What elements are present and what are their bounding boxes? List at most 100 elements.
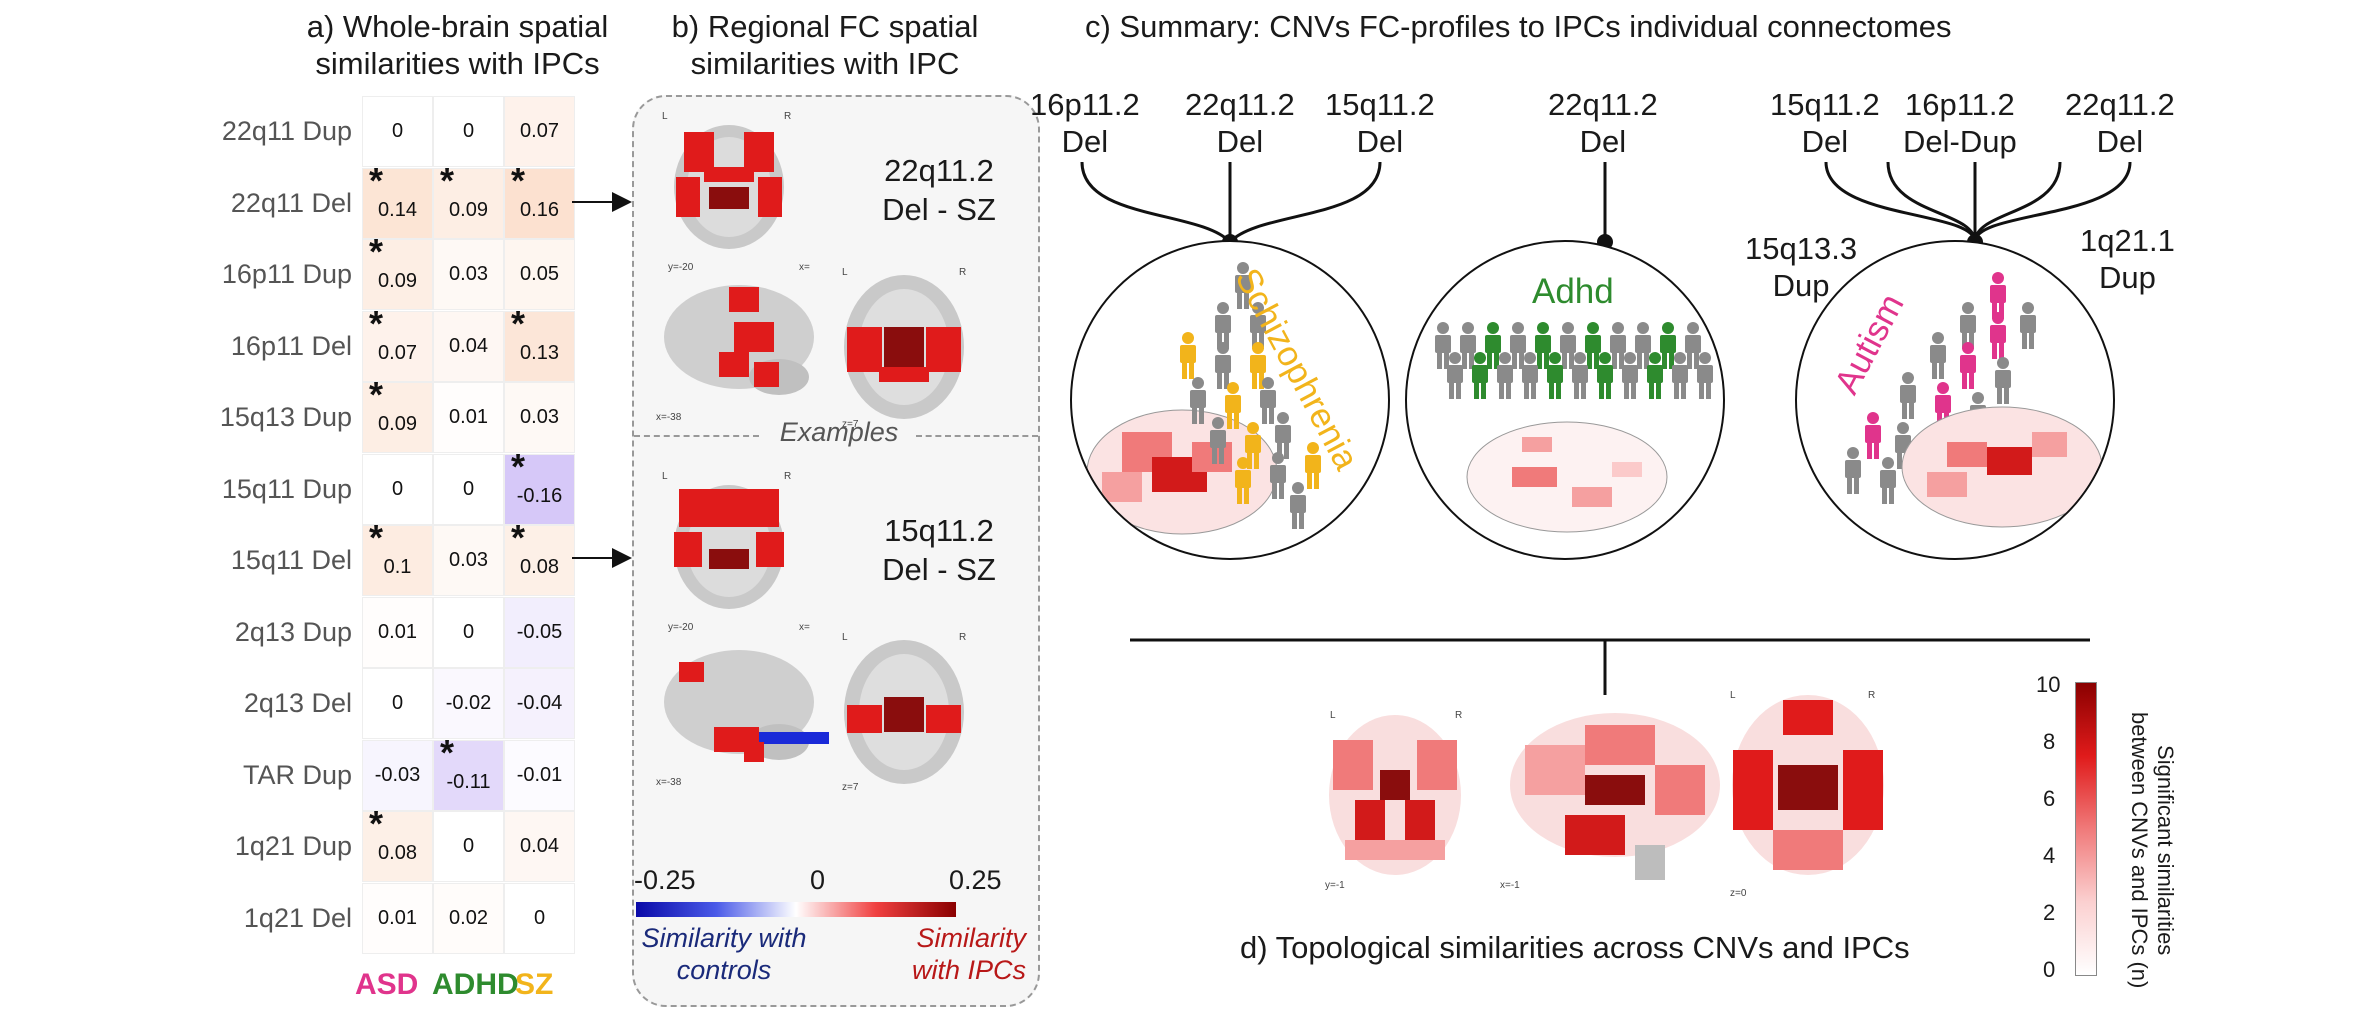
similarity-matrix: 0 0 0.07 0.14 * 0.09 * 0.16 * 0.09 * 0.03 0.05 0.07 * 0… [0,0,600,1017]
row-label: 15q11 Del [230,545,352,575]
cell-value: 0.02 [449,906,488,929]
cnv-label-line1: 22q11.2 [2065,87,2175,122]
significance-star: * [369,517,384,558]
colorbar-tick: 6 [2043,786,2056,811]
matrix-cell: -0.03 [362,739,433,811]
row-label: 2q13 Del [243,688,352,718]
matrix-cell: 0.03 [433,525,504,596]
matrix-cell: 0.08 * [504,520,575,596]
example2-axial-lr-right: R [959,632,967,643]
column-label-sz: SZ [515,968,554,1001]
person-icon [1880,457,1896,504]
cnv-label: 16p11.2 Del-Dup [1903,86,2017,160]
person-icon [1472,352,1488,399]
examples-label: Examples [779,417,899,447]
matrix-cell: -0.01 [504,739,575,811]
person-icon [1610,322,1626,369]
summary-connector [1130,638,2090,695]
person-icon [1990,312,2006,359]
example1-axial-slice [844,275,964,419]
person-icon [1210,417,1226,464]
person-icon [1460,322,1476,369]
matrix-cell: 0 [362,668,433,739]
topology-sagittal-slice [1510,713,1720,880]
example2-x-label: x= [799,622,810,633]
example2-axial-coord: z=7 [842,782,859,793]
person-icon [1585,322,1601,369]
example1-lr-right: R [784,111,792,122]
person-icon [1647,352,1663,399]
panel-d-caption: d) Topological similarities across CNVs … [1240,930,1910,965]
panel-b-box: L R y=-20 x= 22q11.2 Del - SZ x=-38 L R … [632,95,1040,1007]
topology-colorbar [2075,682,2097,976]
caption-similarity-ipcs: Similarity with IPCs [886,922,1026,987]
cnv-label-line1: 16p11.2 [1030,87,1140,122]
row-label: 16p11 Del [230,330,352,361]
significance-star: * [369,231,384,272]
schizophrenia-people [1172,262,1372,529]
cnv-label-line2: Del-Dup [1903,124,2017,160]
similarity-colorbar [636,902,956,917]
connector-arrows [572,192,632,568]
cell-value: 0.09 [378,270,417,292]
cell-value: 0 [533,906,546,929]
person-icon [1250,302,1266,349]
diagnosis-adhd: Adhd [1532,272,1614,311]
matrix-cell: 0.01 [433,382,504,453]
matrix-cell: 0.07 [504,96,575,167]
cell-value: 0.04 [520,835,559,857]
example1-x-label: x= [799,262,810,273]
person-icon [1995,357,2011,404]
colorbar-tick: 8 [2043,729,2056,754]
column-label-asd: ASD [355,968,419,1001]
person-icon [2020,302,2036,349]
cell-value: 0.07 [520,120,559,142]
person-icon [1685,322,1701,369]
significance-star: * [369,159,384,201]
significance-star: * [369,803,384,844]
cnv-label: 22q11.2 Del [2065,86,2175,160]
cell-value: -0.04 [516,692,563,714]
schizophrenia-brain [1086,409,1278,535]
row-label: TAR Dup [242,759,352,790]
cnv-label-line1: 22q11.2 [1548,87,1658,122]
cell-value: 0.07 [378,341,417,364]
cnv-connection-lines [1080,161,2132,250]
caption-left-line2: controls [676,955,772,986]
cell-value: 0.03 [449,549,488,571]
cnv-label: 15q11.2 Del [1325,86,1435,160]
person-icon [1447,352,1463,399]
side-cnv-left-line1: 15q13.3 [1745,231,1858,266]
schizophrenia-circle: Schizophrenia [1070,240,1390,560]
panel-a-title-line1: a) Whole-brain spatial [306,9,609,44]
example2-coronal-slice [674,485,784,609]
panel-b-title-line1: b) Regional FC spatial [671,9,979,44]
topology-lr-left: L [1330,710,1336,721]
example1-coronal-coord: y=-20 [668,262,694,273]
topology-coronal-slice [1329,715,1461,875]
colorbar-title: Significant similarities between CNVs an… [2125,712,2178,988]
topology-axial-slice [1732,695,1884,875]
person-icon [1597,352,1613,399]
example2-sagittal-slice [664,650,829,762]
adhd-people [1432,322,1722,422]
matrix-cell: -0.05 [504,596,575,668]
cell-value: 0.03 [520,406,559,428]
person-icon [1235,262,1251,309]
person-icon [1270,452,1286,499]
side-cnv-right-line2: Dup [2098,260,2156,296]
person-icon [1225,382,1241,429]
side-cnv-right: 1q21.1 Dup [2080,222,2175,296]
example2-label-line2: Del - SZ [882,551,996,587]
person-icon [1560,322,1576,369]
cell-value: -0.03 [374,763,421,786]
person-icon [1497,352,1513,399]
topology-axial-lr-right: R [1868,690,1876,701]
cnv-label-line2: Del [2096,124,2144,160]
example1-lr-left: L [662,111,668,122]
person-icon [1660,322,1676,369]
colorbar-tick: 10 [2036,672,2061,697]
cell-value: -0.16 [516,484,563,507]
person-icon [1245,422,1261,469]
matrix-cell: 0 [433,96,504,167]
